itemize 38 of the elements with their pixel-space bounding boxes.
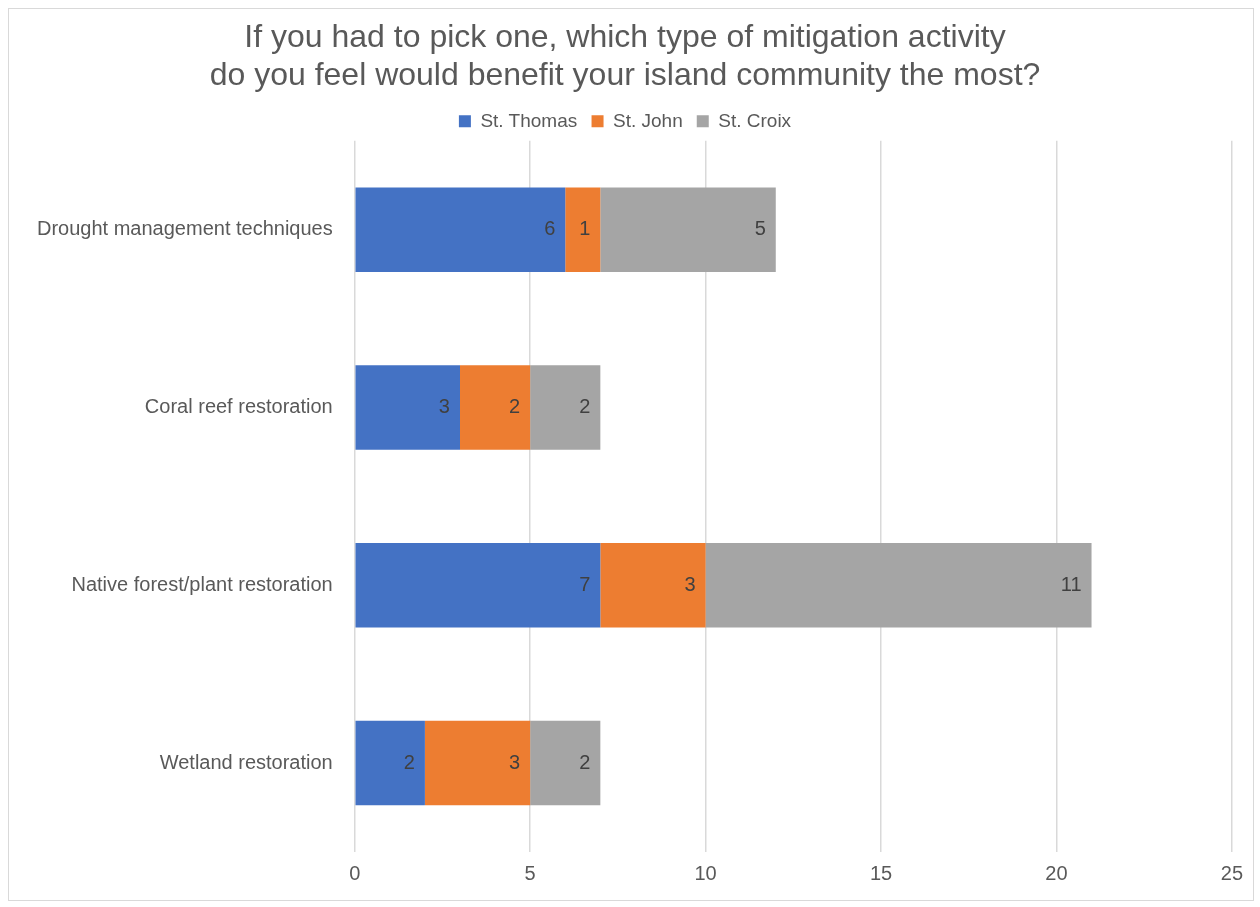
- bar: [530, 720, 601, 806]
- x-tick-label: 5: [524, 861, 536, 884]
- x-tick-label: 15: [869, 861, 893, 884]
- legend-label: St. Thomas: [480, 109, 578, 131]
- data-label: 3: [438, 395, 450, 418]
- data-label: 5: [754, 217, 766, 240]
- data-label: 1: [579, 217, 591, 240]
- chart-title: If you had to pick one, which type of mitigation activity do you feel would benefit your island community the most?: [209, 18, 1041, 93]
- y-tick-label: Drought management techniques: [36, 217, 333, 240]
- data-label: 6: [544, 217, 556, 240]
- bar: [705, 543, 1092, 628]
- bar: [355, 187, 566, 272]
- bar: [355, 543, 601, 628]
- y-tick-label: Wetland restoration: [159, 750, 333, 773]
- bar: [355, 720, 425, 806]
- y-tick-label: Coral reef restoration: [144, 395, 333, 418]
- bar: [460, 365, 531, 450]
- x-tick-label: 25: [1220, 861, 1243, 884]
- data-label: 3: [684, 572, 696, 595]
- bar: [600, 543, 706, 628]
- data-label: 2: [579, 395, 591, 418]
- y-tick-label: Native forest/plant restoration: [71, 572, 333, 595]
- data-label: 7: [579, 572, 591, 595]
- x-tick-label: 0: [349, 861, 361, 884]
- data-label: 11: [1060, 572, 1082, 595]
- bar: [600, 187, 776, 272]
- bar: [565, 187, 601, 272]
- data-label: 2: [509, 395, 521, 418]
- x-tick-label: 10: [694, 861, 717, 884]
- x-tick-label: 20: [1045, 861, 1068, 884]
- bar: [355, 365, 460, 450]
- bar: [424, 720, 531, 806]
- data-label: 2: [579, 750, 591, 773]
- bar: [530, 365, 601, 450]
- data-label: 2: [403, 750, 415, 773]
- legend-label: St. John: [613, 109, 683, 131]
- legend-label: St. Croix: [718, 109, 792, 131]
- data-label: 3: [509, 750, 521, 773]
